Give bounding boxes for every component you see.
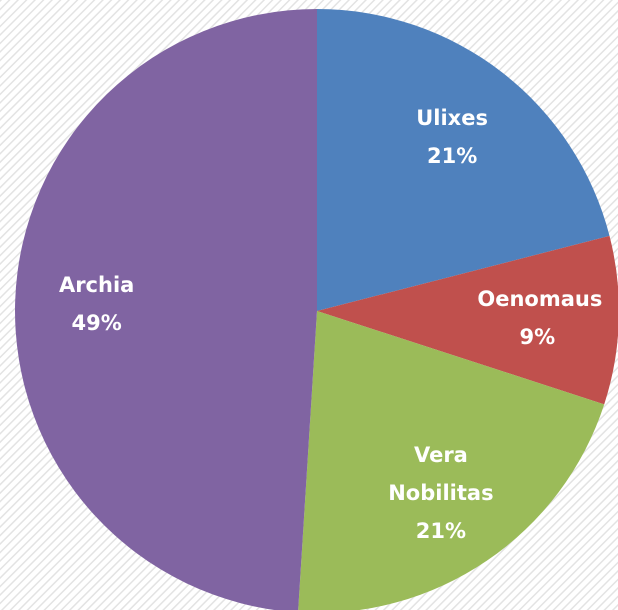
value-label: 9% [519,324,556,349]
category-label: Vera Nobilitas [388,443,494,506]
pie-slice [15,9,317,610]
value-label: 49% [71,311,122,336]
pie-slice [317,235,618,405]
category-label: Ulixes [416,105,488,130]
pie-slice [317,9,610,311]
data-label: Vera Nobilitas 21% [366,436,516,550]
data-label: Oenomaus 9% [462,280,612,356]
data-label: Ulixes 21% [377,99,527,175]
value-label: 21% [426,143,478,168]
value-label: 21% [415,519,467,544]
pie-slice [298,311,605,610]
category-label: Oenomaus [477,286,603,311]
data-label: Archia 49% [22,266,172,342]
category-label: Archia [58,273,135,298]
